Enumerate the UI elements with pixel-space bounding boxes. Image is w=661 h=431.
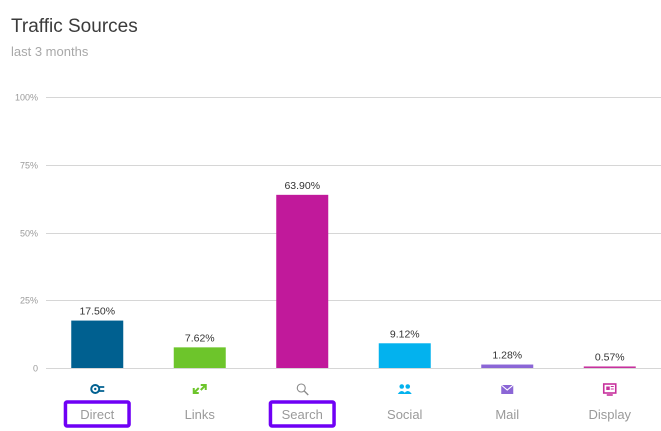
data-label: 0.57% — [595, 351, 625, 363]
bar-direct — [71, 320, 124, 368]
highlight-box-direct — [63, 400, 131, 428]
category-label-display: Display — [588, 407, 631, 422]
y-tick-label: 0 — [33, 364, 38, 374]
mail-icon — [500, 384, 514, 394]
bar-social — [378, 343, 431, 368]
chart-title: Traffic Sources — [11, 16, 138, 37]
bar-mail — [481, 364, 534, 368]
category-label-mail: Mail — [495, 407, 519, 422]
highlight-box-search — [268, 400, 336, 428]
y-tick-label: 75% — [20, 161, 38, 171]
data-label: 63.90% — [284, 180, 320, 192]
chart-subtitle: last 3 months — [11, 44, 89, 59]
y-tick-label: 100% — [15, 93, 38, 103]
category-label-direct: Direct — [80, 407, 114, 422]
category-label-search: Search — [282, 407, 323, 422]
display-icon — [602, 383, 617, 396]
social-icon — [397, 384, 412, 394]
y-tick-label: 25% — [20, 296, 38, 306]
links-icon — [192, 384, 207, 394]
data-label: 17.50% — [79, 306, 115, 318]
bar-links — [173, 347, 226, 368]
bar-search — [276, 194, 329, 368]
data-label: 7.62% — [185, 332, 215, 344]
data-label: 9.12% — [390, 328, 420, 340]
y-tick-label: 50% — [20, 229, 38, 239]
data-label: 1.28% — [492, 350, 522, 362]
bar-display — [583, 366, 636, 368]
category-label-social: Social — [387, 407, 423, 422]
search-icon — [296, 383, 309, 396]
direct-icon — [90, 384, 105, 394]
category-label-links: Links — [185, 407, 216, 422]
